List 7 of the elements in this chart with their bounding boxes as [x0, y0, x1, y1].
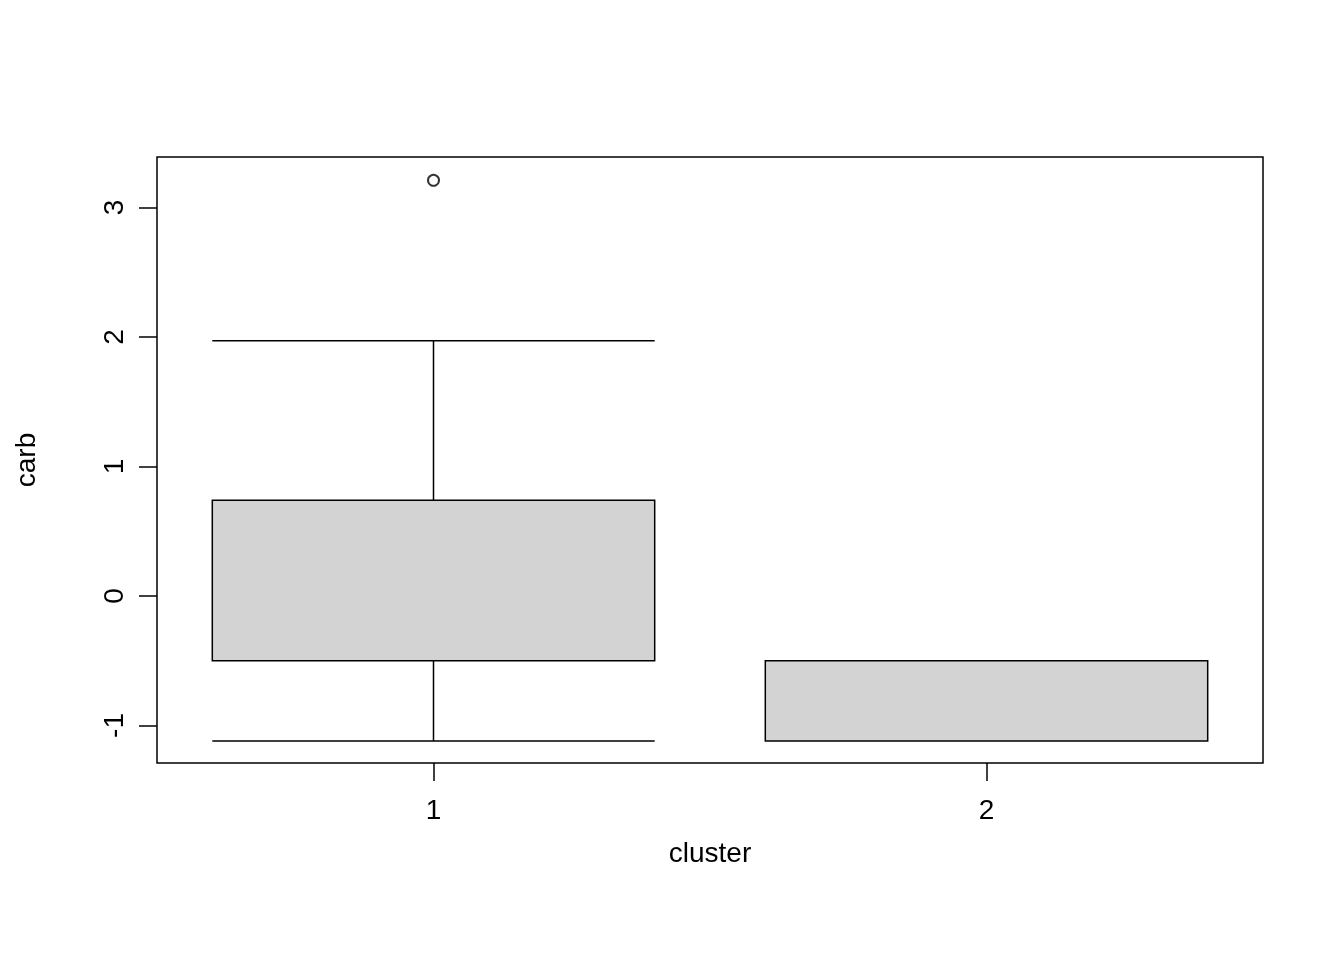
- y-tick-label: 3: [97, 199, 129, 216]
- y-tick-label: 0: [97, 588, 129, 604]
- y-tick-label: 1: [97, 458, 129, 475]
- x-axis-title: cluster: [668, 836, 752, 868]
- y-tick-label: 2: [97, 329, 129, 345]
- y-tick-label: -1: [97, 713, 129, 738]
- y-axis-title: carb: [9, 432, 41, 488]
